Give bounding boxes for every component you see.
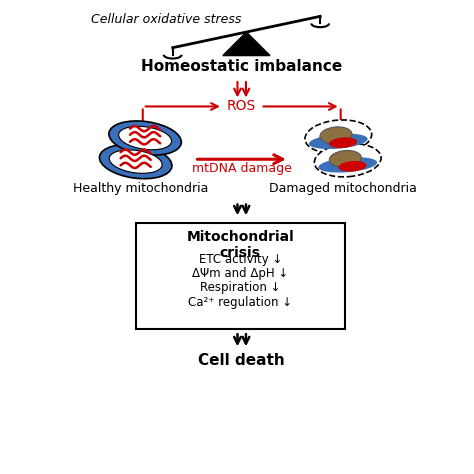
Ellipse shape <box>314 144 381 177</box>
Ellipse shape <box>329 150 361 167</box>
FancyBboxPatch shape <box>136 223 346 329</box>
Polygon shape <box>223 32 270 55</box>
Ellipse shape <box>320 127 352 144</box>
Ellipse shape <box>309 134 368 149</box>
Text: Respiration ↓: Respiration ↓ <box>200 282 281 294</box>
Text: ROS: ROS <box>227 100 256 113</box>
Ellipse shape <box>305 120 372 153</box>
Text: Healthy mitochondria: Healthy mitochondria <box>73 182 208 195</box>
Ellipse shape <box>329 137 357 148</box>
Ellipse shape <box>118 127 172 150</box>
Text: Ca²⁺ regulation ↓: Ca²⁺ regulation ↓ <box>188 295 292 309</box>
Ellipse shape <box>109 150 162 173</box>
Ellipse shape <box>109 121 182 155</box>
Text: Damaged mitochondria: Damaged mitochondria <box>269 182 417 195</box>
Ellipse shape <box>319 157 377 173</box>
Text: ETC activity ↓: ETC activity ↓ <box>199 253 282 266</box>
Text: Mitochondrial
crisis: Mitochondrial crisis <box>186 230 294 260</box>
Text: Homeostatic imbalance: Homeostatic imbalance <box>141 59 342 74</box>
Ellipse shape <box>100 145 172 179</box>
Text: Cellular oxidative stress: Cellular oxidative stress <box>91 13 242 26</box>
Text: mtDNA damage: mtDNA damage <box>192 162 292 175</box>
Text: ΔΨm and ΔpH ↓: ΔΨm and ΔpH ↓ <box>192 267 288 280</box>
Text: Cell death: Cell death <box>198 353 285 368</box>
Ellipse shape <box>338 161 366 172</box>
